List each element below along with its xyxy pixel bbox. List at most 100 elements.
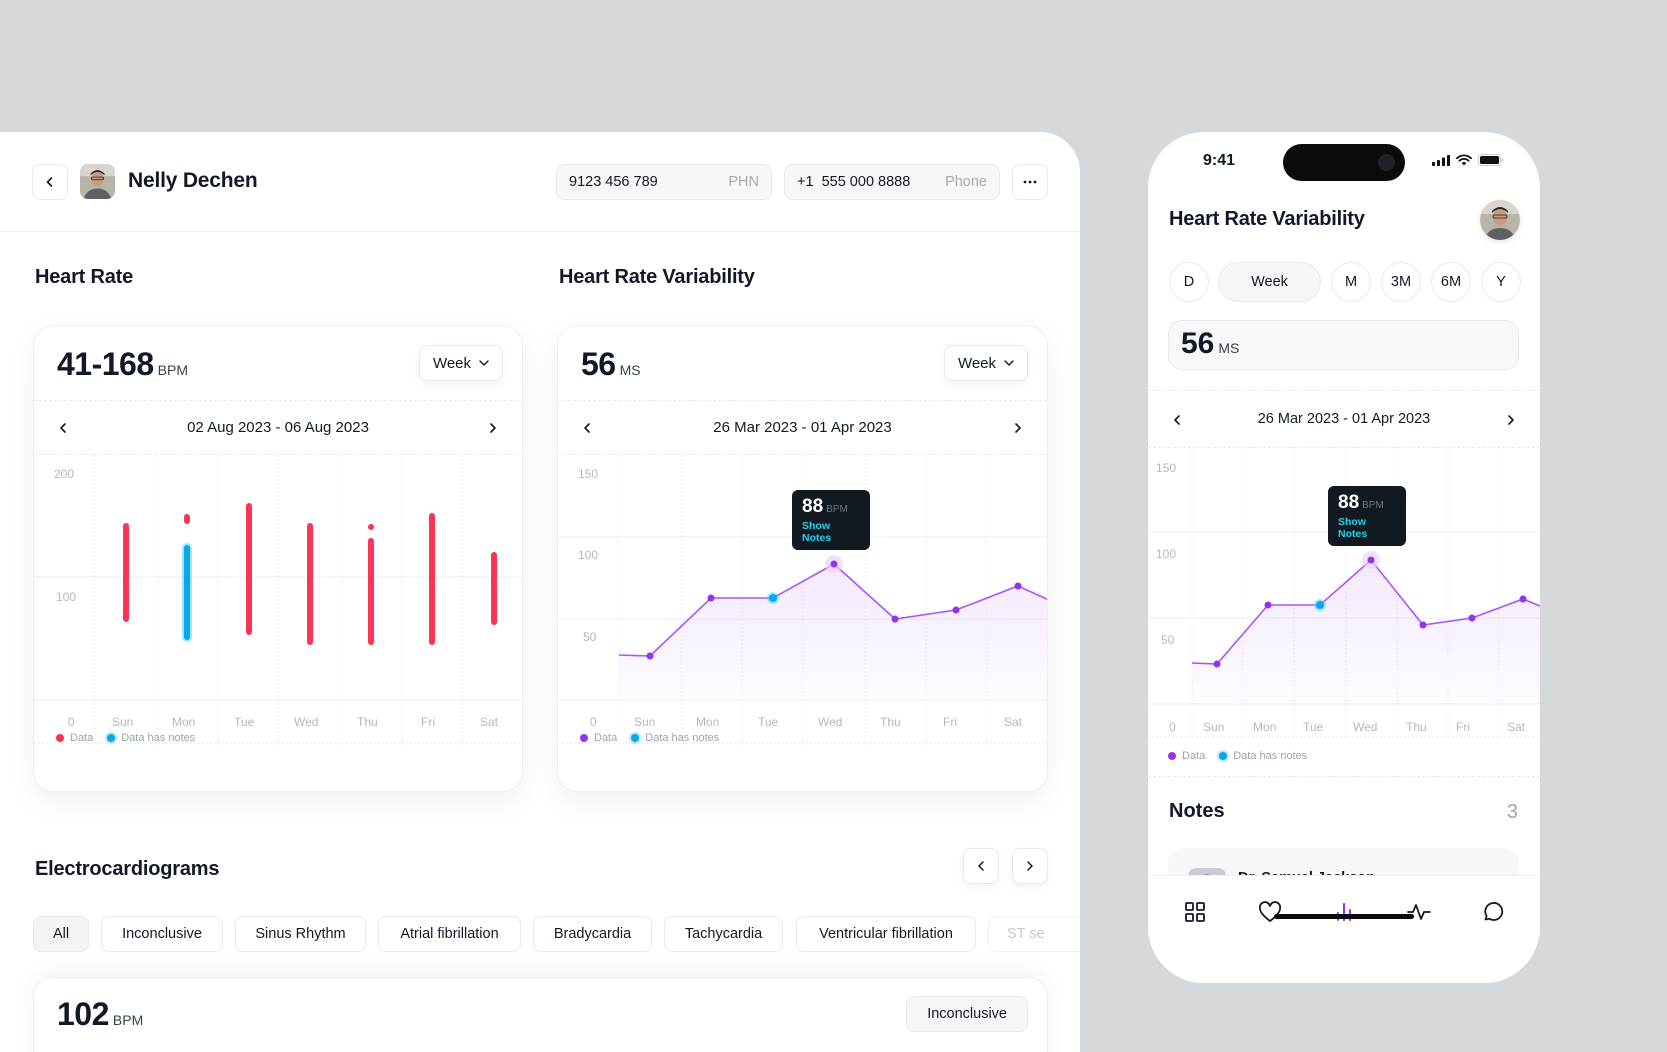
phone-hrv-value: 56 MS xyxy=(1168,320,1519,370)
hrv-date-row: 26 Mar 2023 - 01 Apr 2023 xyxy=(558,401,1047,455)
phone-field[interactable]: +1 555 000 8888 Phone xyxy=(784,164,1000,200)
patient-name: Nelly Dechen xyxy=(128,169,258,192)
activity-icon xyxy=(1407,904,1431,920)
data-dot-icon xyxy=(56,734,64,742)
filter-chip-sinus-rhythm[interactable]: Sinus Rhythm xyxy=(235,916,366,952)
phn-value: 9123 456 789 xyxy=(569,174,658,190)
tab-charts[interactable] xyxy=(1322,890,1366,934)
svg-text:Mon: Mon xyxy=(1253,720,1276,734)
phone-prev-button[interactable] xyxy=(1166,409,1188,431)
message-icon xyxy=(1484,902,1504,921)
svg-text:50: 50 xyxy=(583,630,597,644)
ecg-status-badge: Inconclusive xyxy=(906,996,1028,1032)
svg-text:100: 100 xyxy=(56,590,76,604)
hrv-period-dropdown[interactable]: Week xyxy=(944,345,1028,381)
chevron-left-icon xyxy=(978,861,984,871)
mobile-phone-frame: 9:41 Heart Rate Variability D Week M 3M … xyxy=(1148,132,1540,983)
heart-rate-prev-button[interactable] xyxy=(52,417,74,439)
hrv-chart: 150 100 50 0 Sun Mon Tue Wed Thu Fri Sat 88 BPM Sh… xyxy=(558,455,1047,745)
period-pill-y[interactable]: Y xyxy=(1481,262,1521,302)
tooltip-unit: BPM xyxy=(1362,500,1384,511)
hrv-value: 56 MS xyxy=(581,346,641,383)
svg-text:Fri: Fri xyxy=(943,715,957,729)
more-button[interactable] xyxy=(1012,164,1048,200)
grid-icon xyxy=(1185,902,1205,922)
chevron-left-icon xyxy=(46,177,53,187)
svg-text:0: 0 xyxy=(590,715,597,729)
svg-text:Wed: Wed xyxy=(294,715,318,729)
phone-tooltip: 88 BPM Show Notes xyxy=(1328,486,1406,546)
svg-text:150: 150 xyxy=(1156,461,1176,475)
hrv-number: 56 xyxy=(581,346,616,382)
dynamic-island xyxy=(1283,144,1405,181)
ecg-card[interactable]: 102 BPM Inconclusive xyxy=(33,977,1048,1052)
filter-chip-bradycardia[interactable]: Bradycardia xyxy=(533,916,652,952)
svg-text:Tue: Tue xyxy=(1303,720,1324,734)
ecg-prev-button[interactable] xyxy=(963,848,999,884)
svg-text:0: 0 xyxy=(1169,720,1176,734)
tab-dashboard[interactable] xyxy=(1173,890,1217,934)
filter-chip-st-segment[interactable]: ST se xyxy=(988,916,1080,952)
heart-rate-unit: BPM xyxy=(157,362,188,378)
legend-notes-label: Data has notes xyxy=(1233,750,1308,762)
hrv-prev-button[interactable] xyxy=(576,417,598,439)
legend-notes-label: Data has notes xyxy=(121,732,196,744)
svg-text:100: 100 xyxy=(1156,547,1176,561)
legend-notes-label: Data has notes xyxy=(645,732,720,744)
camera-icon xyxy=(1378,154,1395,171)
chevron-right-icon xyxy=(490,423,496,433)
tab-activity[interactable] xyxy=(1397,890,1441,934)
filter-chip-ventricular-fibrillation[interactable]: Ventricular fibrillation xyxy=(796,916,976,952)
tab-messages[interactable] xyxy=(1471,890,1515,934)
tooltip-value: 88 xyxy=(802,496,824,517)
phn-field[interactable]: 9123 456 789 PHN xyxy=(556,164,772,200)
phone-legend: Data Data has notes xyxy=(1168,750,1307,762)
notes-dot-icon xyxy=(107,734,116,742)
tab-health[interactable] xyxy=(1248,890,1292,934)
svg-text:Fri: Fri xyxy=(421,715,435,729)
chevron-right-icon xyxy=(1508,415,1514,425)
back-button[interactable] xyxy=(32,164,68,200)
svg-text:Wed: Wed xyxy=(818,715,842,729)
period-pill-3m[interactable]: 3M xyxy=(1381,262,1421,302)
period-pill-d[interactable]: D xyxy=(1169,262,1209,302)
home-indicator xyxy=(1274,914,1414,919)
filter-chip-all[interactable]: All xyxy=(33,916,89,952)
heart-rate-next-button[interactable] xyxy=(482,417,504,439)
divider xyxy=(1148,776,1540,777)
wifi-icon xyxy=(1456,154,1472,166)
heart-rate-card: 41-168 BPM Week 02 Aug 2023 - 06 Aug 2023 xyxy=(33,325,523,792)
hrv-date-range: 26 Mar 2023 - 01 Apr 2023 xyxy=(713,419,892,436)
filter-chip-atrial-fibrillation[interactable]: Atrial fibrillation xyxy=(378,916,521,952)
show-notes-link[interactable]: Show Notes xyxy=(1338,516,1368,540)
svg-text:Mon: Mon xyxy=(172,715,195,729)
chevron-left-icon xyxy=(1174,415,1180,425)
phone-avatar[interactable] xyxy=(1480,200,1520,240)
period-pill-week[interactable]: Week xyxy=(1218,262,1321,302)
ecg-title: Electrocardiograms xyxy=(35,858,220,880)
svg-text:Sun: Sun xyxy=(634,715,655,729)
ecg-next-button[interactable] xyxy=(1012,848,1048,884)
heart-rate-chart: 200 100 0 Sun Mon Tue Wed Thu Fri Sat xyxy=(34,455,522,745)
phone-value: +1 555 000 8888 xyxy=(797,174,911,190)
show-notes-link[interactable]: Show Notes xyxy=(802,520,832,544)
phone-placeholder: Phone xyxy=(945,174,987,190)
chevron-down-icon xyxy=(479,360,489,366)
svg-text:100: 100 xyxy=(578,548,598,562)
heart-rate-period-label: Week xyxy=(432,354,472,372)
period-pill-6m[interactable]: 6M xyxy=(1431,262,1471,302)
heart-rate-number: 41-168 xyxy=(57,346,154,382)
heart-rate-card-header: 41-168 BPM Week xyxy=(34,326,522,401)
patient-header: Nelly Dechen 9123 456 789 PHN +1 555 000… xyxy=(0,132,1080,232)
chevron-right-icon xyxy=(1015,423,1021,433)
filter-chip-inconclusive[interactable]: Inconclusive xyxy=(101,916,223,952)
heart-rate-period-dropdown[interactable]: Week xyxy=(419,345,503,381)
svg-text:Sat: Sat xyxy=(1004,715,1023,729)
phone-date-range: 26 Mar 2023 - 01 Apr 2023 xyxy=(1257,411,1431,427)
filter-chip-tachycardia[interactable]: Tachycardia xyxy=(664,916,783,952)
hrv-next-button[interactable] xyxy=(1007,417,1029,439)
period-pill-m[interactable]: M xyxy=(1331,262,1371,302)
heart-rate-value: 41-168 BPM xyxy=(57,346,188,383)
phone-next-button[interactable] xyxy=(1500,409,1522,431)
notes-dot-icon xyxy=(631,734,640,742)
